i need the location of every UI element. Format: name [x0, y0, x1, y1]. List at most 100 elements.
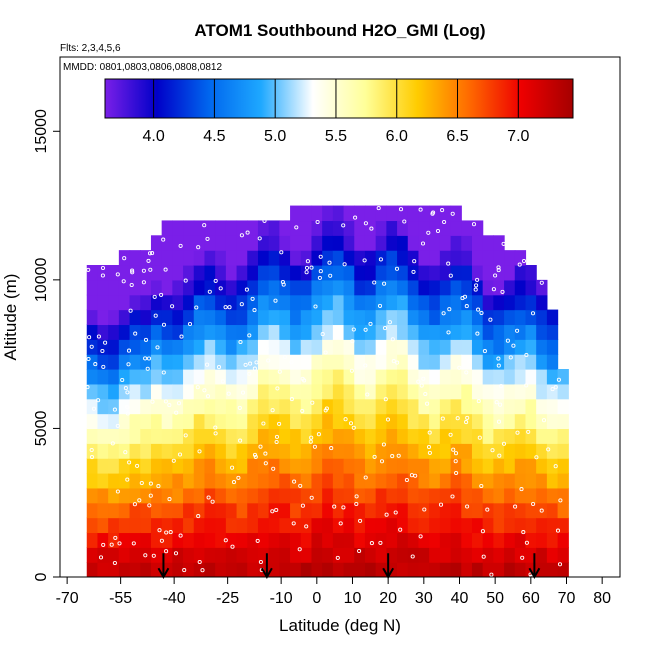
heatmap-cell	[279, 562, 291, 577]
heatmap-cell	[311, 339, 323, 355]
heatmap-cell	[322, 279, 334, 296]
flights-label: Flts: 2,3,4,5,6	[60, 43, 121, 54]
heatmap-cell	[129, 473, 141, 489]
heatmap-cell	[536, 547, 548, 563]
flight-point	[363, 221, 368, 226]
heatmap-cell	[204, 309, 216, 326]
heatmap-cell	[504, 398, 516, 415]
heatmap-cell	[343, 369, 355, 385]
heatmap-cell	[268, 428, 280, 444]
flight-point	[255, 538, 260, 543]
heatmap-cell	[129, 502, 141, 519]
heatmap-cell	[161, 265, 173, 281]
flight-point	[550, 387, 555, 392]
heatmap-cell	[375, 473, 387, 489]
heatmap-cell	[407, 413, 420, 430]
flight-point	[143, 356, 148, 361]
heatmap-cell	[225, 383, 238, 400]
heatmap-cell	[172, 487, 184, 504]
heatmap-cell	[183, 428, 195, 444]
heatmap-cell	[300, 428, 313, 444]
heatmap-cell	[546, 383, 559, 400]
heatmap-cell	[215, 487, 227, 504]
heatmap-cell	[332, 458, 345, 474]
heatmap-cell	[493, 324, 505, 340]
heatmap-cell	[118, 354, 131, 370]
x-tick-label: 20	[379, 590, 397, 607]
heatmap-cell	[97, 294, 109, 311]
heatmap-cell	[354, 473, 366, 489]
flight-point	[450, 494, 455, 499]
heatmap-cell	[536, 383, 548, 400]
heatmap-cell	[311, 220, 323, 236]
heatmap-cell	[236, 235, 248, 251]
heatmap-cell	[461, 473, 473, 489]
flight-point	[156, 484, 161, 489]
heatmap-cell	[204, 265, 216, 281]
flight-point	[93, 362, 98, 367]
flight-point	[157, 528, 162, 533]
flight-point	[176, 401, 182, 406]
heatmap-cell	[140, 369, 152, 385]
heatmap-cell	[407, 502, 420, 519]
y-tick-label: 5000	[33, 411, 50, 447]
flight-point	[271, 466, 276, 471]
heatmap-cell	[407, 517, 420, 534]
heatmap-cell	[311, 487, 323, 504]
heatmap-cell	[172, 502, 184, 519]
heatmap-cell	[215, 458, 227, 474]
flight-point	[143, 337, 149, 342]
flight-point	[216, 365, 222, 370]
heatmap-cell	[546, 369, 559, 385]
heatmap-cell	[332, 562, 345, 577]
heatmap-cell	[236, 532, 248, 548]
flight-point	[394, 266, 400, 271]
heatmap-cell	[300, 502, 313, 519]
flight-point	[130, 270, 135, 275]
flight-point	[305, 259, 310, 264]
heatmap-cell	[108, 324, 120, 340]
heatmap-cell	[150, 339, 163, 355]
heatmap-cell	[161, 309, 173, 326]
heatmap-cell	[429, 309, 441, 326]
flight-point	[342, 262, 347, 267]
heatmap-cell	[482, 369, 494, 385]
heatmap-cell	[546, 547, 559, 563]
heatmap-cell	[364, 413, 377, 430]
flight-point	[122, 256, 127, 261]
heatmap-cell	[204, 487, 216, 504]
heatmap-cell	[172, 220, 184, 236]
flight-point	[426, 444, 432, 450]
flight-point	[515, 328, 520, 333]
heatmap-cell	[429, 458, 441, 474]
flight-point	[398, 527, 403, 532]
heatmap-cell	[247, 487, 259, 504]
heatmap-cell	[397, 473, 409, 489]
flight-point	[496, 356, 501, 361]
heatmap-cell	[429, 413, 441, 430]
heatmap-cell	[450, 473, 462, 489]
flight-point	[205, 236, 210, 241]
heatmap-cell	[332, 279, 345, 296]
heatmap-cell	[311, 250, 323, 266]
heatmap-cell	[279, 517, 291, 534]
flight-point	[137, 498, 142, 503]
heatmap-cell	[397, 502, 409, 519]
heatmap-cell	[536, 354, 548, 370]
flight-point	[382, 281, 387, 286]
heatmap-cell	[429, 220, 441, 236]
flight-point	[159, 292, 164, 297]
heatmap-cell	[471, 279, 484, 296]
heatmap-cell	[493, 428, 505, 444]
heatmap-cell	[172, 413, 184, 430]
heatmap-cell	[343, 339, 355, 355]
heatmap-cell	[172, 458, 184, 474]
heatmap-cell	[397, 458, 409, 474]
x-tick-label: 10	[344, 590, 362, 607]
heatmap-cell	[118, 487, 131, 504]
heatmap-cell	[236, 279, 248, 296]
heatmap-cells	[86, 205, 569, 577]
heatmap-cell	[290, 413, 302, 430]
heatmap-cell	[257, 354, 270, 370]
heatmap-cell	[343, 235, 355, 251]
